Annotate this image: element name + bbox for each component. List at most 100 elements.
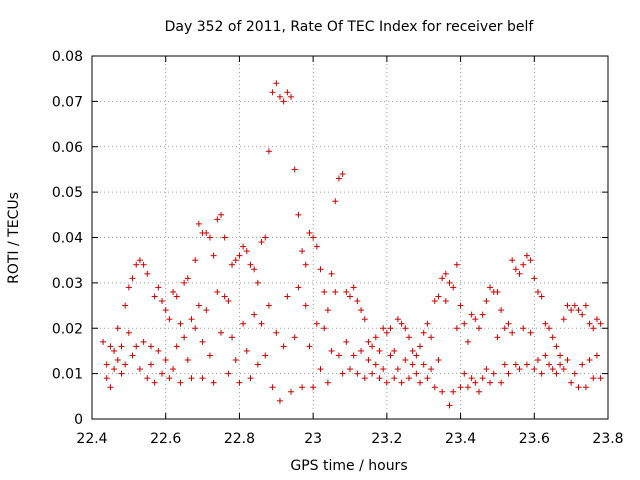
data-point [568,379,575,386]
data-point [516,270,523,277]
data-point [236,379,243,386]
data-point [147,361,154,368]
data-point [162,307,169,314]
data-point [284,293,291,300]
data-point [170,288,177,295]
data-point [431,298,438,305]
data-point [564,357,571,364]
data-point [461,370,468,377]
data-point [442,298,449,305]
data-point [568,307,575,314]
data-point [181,279,188,286]
data-point [229,334,236,341]
data-point [302,302,309,309]
data-point [439,388,446,395]
data-point [313,243,320,250]
data-point [376,375,383,382]
data-point [575,307,582,314]
x-tick-label: 22.6 [150,431,181,447]
data-point [347,293,353,300]
data-point [402,325,409,332]
data-point [251,311,258,318]
y-tick-label: 0.07 [52,94,83,110]
x-tick-label: 23.2 [371,431,402,447]
data-point [240,320,247,327]
data-point [413,370,420,377]
data-point [350,352,357,359]
data-point [383,329,390,336]
data-point [111,366,118,373]
data-point [538,370,545,377]
data-point [214,216,221,223]
data-point [269,384,276,391]
data-point [571,302,578,309]
data-point [332,288,339,295]
data-point [571,370,578,377]
data-point [144,270,151,277]
data-point [498,379,505,386]
plot-frame [91,55,609,420]
data-point [420,329,427,336]
data-point [398,320,405,327]
data-point [560,366,567,373]
data-point [520,325,527,332]
data-point [380,366,387,373]
data-point [159,370,166,377]
data-point [151,293,158,300]
data-point [531,366,538,373]
data-point [247,375,254,382]
data-point [424,320,431,327]
data-point [505,370,512,377]
data-point [162,357,169,364]
data-point [494,334,501,341]
data-point [417,379,424,386]
data-point [560,316,567,323]
data-point [103,375,110,382]
data-point [240,243,247,250]
data-point [184,275,191,282]
data-point [446,402,453,409]
data-point [372,334,379,341]
data-point [468,311,475,318]
data-point [203,229,210,236]
data-point [597,320,604,327]
data-point [306,229,313,236]
data-point [546,325,553,332]
data-point [405,334,412,341]
data-point [354,298,361,305]
data-point [332,198,339,205]
data-point [291,334,298,341]
data-point [339,170,346,177]
data-point [295,211,302,218]
data-point [354,370,361,377]
data-point [509,257,516,264]
data-point [159,298,166,305]
data-point [557,352,564,359]
data-point [501,361,508,368]
data-point [310,384,317,391]
data-point [505,320,512,327]
data-point [151,379,158,386]
data-point [534,357,541,364]
x-tick-label: 23.8 [592,431,623,447]
data-point [339,370,346,377]
data-point [593,352,600,359]
data-point [461,320,468,327]
data-point [391,347,398,354]
data-point [206,234,213,241]
data-point [579,361,586,368]
data-point [468,375,475,382]
data-point [343,288,350,295]
data-point [365,338,372,345]
data-point [531,275,538,282]
data-point [321,288,328,295]
data-point [225,298,232,305]
data-point [276,397,283,404]
data-point [387,352,394,359]
data-point [457,384,464,391]
data-point [299,248,306,255]
y-tick-label: 0.02 [52,321,83,337]
data-point [184,357,191,364]
axis-ticks [91,55,609,420]
data-point [236,252,243,259]
